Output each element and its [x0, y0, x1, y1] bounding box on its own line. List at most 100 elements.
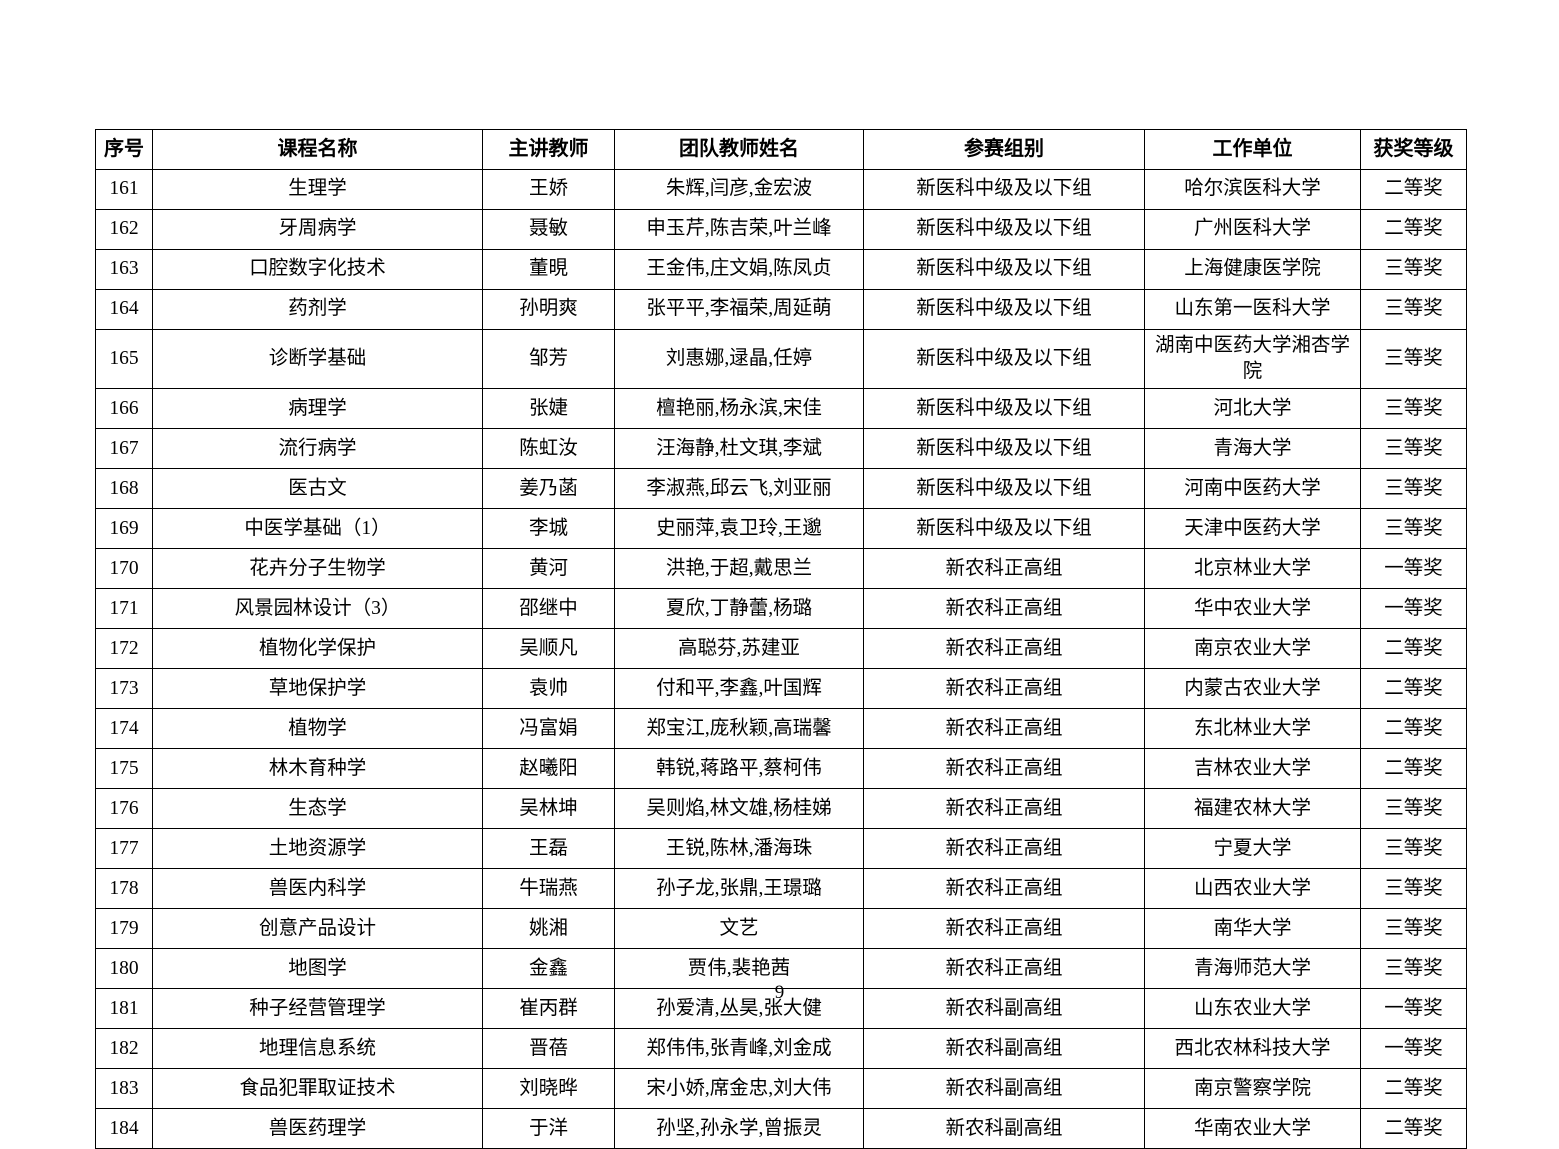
page-number: 9: [774, 982, 785, 1003]
table-cell-course: 地图学: [152, 948, 483, 990]
table-cell-group: 新医科中级及以下组: [863, 169, 1145, 210]
table-cell-index: 171: [95, 588, 153, 630]
table-cell-course: 草地保护学: [152, 668, 483, 710]
table-cell-team: 吴则焰,林文雄,杨桂娣: [614, 788, 864, 830]
column-header-course: 课程名称: [152, 129, 483, 170]
table-row: 168 医古文 姜乃菡 李淑燕,邱云飞,刘亚丽 新医科中级及以下组 河南中医药大学 三等奖: [95, 468, 1467, 510]
table-cell-lead-teacher: 邵继中: [482, 588, 615, 630]
table-cell-group: 新农科正高组: [863, 788, 1145, 830]
table-cell-award: 三等奖: [1360, 249, 1467, 290]
table-cell-course: 牙周病学: [152, 209, 483, 250]
table-cell-group: 新农科正高组: [863, 708, 1145, 750]
table-cell-award: 三等奖: [1360, 788, 1467, 830]
table-cell-group: 新农科正高组: [863, 588, 1145, 630]
table-row: 180 地图学 金鑫 贾伟,裴艳茜 新农科正高组 青海师范大学 三等奖: [95, 948, 1467, 990]
table-cell-lead-teacher: 晋蓓: [482, 1028, 615, 1070]
table-row: 183 食品犯罪取证技术 刘晓晔 宋小娇,席金忠,刘大伟 新农科副高组 南京警察学院 二等奖: [95, 1068, 1467, 1110]
table-cell-group: 新农科正高组: [863, 548, 1145, 590]
table-cell-lead-teacher: 王娇: [482, 169, 615, 210]
table-row: 174 植物学 冯富娟 郑宝江,庞秋颖,高瑞馨 新农科正高组 东北林业大学 二等奖: [95, 708, 1467, 750]
table-cell-organization: 北京林业大学: [1144, 548, 1361, 590]
table-row: 182 地理信息系统 晋蓓 郑伟伟,张青峰,刘金成 新农科副高组 西北农林科技大学 一等奖: [95, 1028, 1467, 1070]
table-cell-index: 170: [95, 548, 153, 590]
table-cell-group: 新医科中级及以下组: [863, 249, 1145, 290]
table-cell-index: 167: [95, 428, 153, 470]
table-cell-group: 新农科副高组: [863, 1028, 1145, 1070]
table-cell-course: 地理信息系统: [152, 1028, 483, 1070]
table-cell-team: 宋小娇,席金忠,刘大伟: [614, 1068, 864, 1110]
column-header-lead-teacher: 主讲教师: [482, 129, 615, 170]
table-cell-group: 新医科中级及以下组: [863, 468, 1145, 510]
table-cell-award: 一等奖: [1360, 988, 1467, 1030]
table-cell-team: 贾伟,裴艳茜: [614, 948, 864, 990]
table-cell-organization: 吉林农业大学: [1144, 748, 1361, 790]
table-cell-group: 新医科中级及以下组: [863, 508, 1145, 550]
table-cell-index: 182: [95, 1028, 153, 1070]
table-cell-group: 新农科副高组: [863, 988, 1145, 1030]
table-cell-organization: 河南中医药大学: [1144, 468, 1361, 510]
table-cell-team: 王金伟,庄文娟,陈凤贞: [614, 249, 864, 290]
table-row: 169 中医学基础（1） 李城 史丽萍,袁卫玲,王邈 新医科中级及以下组 天津中医药大学三…: [95, 508, 1467, 550]
table-cell-team: 高聪芬,苏建亚: [614, 628, 864, 670]
table-row: 170 花卉分子生物学 黄河 洪艳,于超,戴思兰 新农科正高组 北京林业大学 一等奖: [95, 548, 1467, 590]
table-cell-organization: 河北大学: [1144, 388, 1361, 430]
table-cell-award: 二等奖: [1360, 209, 1467, 250]
table-cell-course: 林木育种学: [152, 748, 483, 790]
table-cell-award: 二等奖: [1360, 708, 1467, 750]
table-row: 165 诊断学基础 邹芳 刘惠娜,逯晶,任婷 新医科中级及以下组 湖南中医药大学湘杏学院三…: [95, 328, 1467, 390]
table-cell-award: 一等奖: [1360, 548, 1467, 590]
table-cell-index: 168: [95, 468, 153, 510]
table-cell-course: 食品犯罪取证技术: [152, 1068, 483, 1110]
column-header-organization: 工作单位: [1144, 129, 1361, 170]
table-cell-award: 三等奖: [1360, 289, 1467, 330]
table-cell-group: 新农科正高组: [863, 908, 1145, 950]
table-cell-organization: 南京警察学院: [1144, 1068, 1361, 1110]
table-cell-index: 169: [95, 508, 153, 550]
table-cell-lead-teacher: 黄河: [482, 548, 615, 590]
table-cell-team: 张平平,李福荣,周延萌: [614, 289, 864, 330]
table-cell-award: 三等奖: [1360, 828, 1467, 870]
table-cell-organization: 东北林业大学: [1144, 708, 1361, 750]
table-cell-index: 164: [95, 289, 153, 330]
table-cell-index: 176: [95, 788, 153, 830]
table-cell-team: 檀艳丽,杨永滨,宋佳: [614, 388, 864, 430]
column-header-group: 参赛组别: [863, 129, 1145, 170]
table-cell-award: 三等奖: [1360, 428, 1467, 470]
table-cell-team: 王锐,陈林,潘海珠: [614, 828, 864, 870]
table-cell-team: 刘惠娜,逯晶,任婷: [614, 328, 864, 390]
table-cell-lead-teacher: 邹芳: [482, 328, 615, 390]
award-table-container: 序号 课程名称 主讲教师 团队教师姓名 参赛组别 工作单位 获奖等级 161 生理…: [95, 129, 1467, 1149]
table-cell-team: 洪艳,于超,戴思兰: [614, 548, 864, 590]
table-cell-index: 161: [95, 169, 153, 210]
table-row: 161 生理学 王娇 朱辉,闫彦,金宏波 新医科中级及以下组 哈尔滨医科大学 二等奖: [95, 169, 1467, 210]
table-cell-index: 179: [95, 908, 153, 950]
table-cell-team: 孙坚,孙永学,曾振灵: [614, 1108, 864, 1149]
table-row: 163 口腔数字化技术 董晛 王金伟,庄文娟,陈凤贞 新医科中级及以下组 上海健康医学院三…: [95, 249, 1467, 290]
table-cell-group: 新医科中级及以下组: [863, 428, 1145, 470]
table-cell-group: 新农科正高组: [863, 748, 1145, 790]
table-cell-organization: 内蒙古农业大学: [1144, 668, 1361, 710]
table-row: 176 生态学 吴林坤 吴则焰,林文雄,杨桂娣 新农科正高组 福建农林大学 三等奖: [95, 788, 1467, 830]
table-cell-award: 二等奖: [1360, 1068, 1467, 1110]
table-row: 173 草地保护学 袁帅 付和平,李鑫,叶国辉 新农科正高组 内蒙古农业大学 二等奖: [95, 668, 1467, 710]
table-row: 175 林木育种学 赵曦阳 韩锐,蒋路平,蔡柯伟 新农科正高组 吉林农业大学 二等奖: [95, 748, 1467, 790]
table-cell-organization: 哈尔滨医科大学: [1144, 169, 1361, 210]
table-cell-group: 新农科正高组: [863, 948, 1145, 990]
table-cell-group: 新农科正高组: [863, 628, 1145, 670]
table-cell-organization: 天津中医药大学: [1144, 508, 1361, 550]
table-cell-lead-teacher: 张婕: [482, 388, 615, 430]
table-cell-group: 新农科正高组: [863, 868, 1145, 910]
table-cell-group: 新医科中级及以下组: [863, 289, 1145, 330]
table-cell-course: 花卉分子生物学: [152, 548, 483, 590]
table-cell-team: 夏欣,丁静蕾,杨璐: [614, 588, 864, 630]
table-header-row: 序号 课程名称 主讲教师 团队教师姓名 参赛组别 工作单位 获奖等级: [95, 129, 1467, 170]
table-cell-award: 二等奖: [1360, 628, 1467, 670]
table-cell-team: 付和平,李鑫,叶国辉: [614, 668, 864, 710]
table-cell-award: 二等奖: [1360, 748, 1467, 790]
table-cell-award: 三等奖: [1360, 468, 1467, 510]
table-cell-lead-teacher: 李城: [482, 508, 615, 550]
table-cell-course: 药剂学: [152, 289, 483, 330]
table-cell-course: 病理学: [152, 388, 483, 430]
table-cell-group: 新医科中级及以下组: [863, 328, 1145, 390]
table-cell-organization: 宁夏大学: [1144, 828, 1361, 870]
